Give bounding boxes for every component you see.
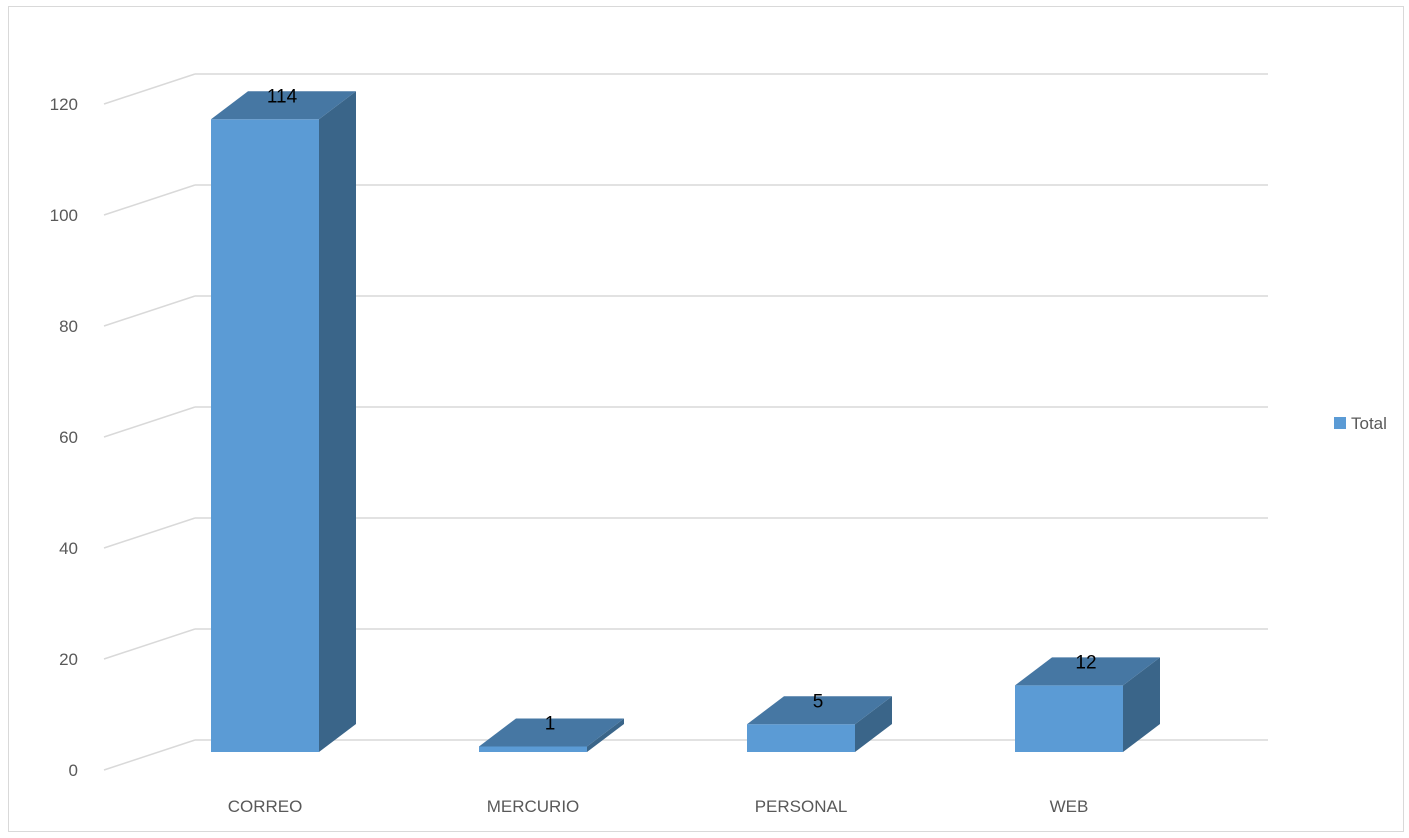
bar-side (1123, 657, 1160, 752)
legend: Total (1334, 414, 1387, 433)
bar-front (747, 724, 855, 752)
x-category-label: CORREO (228, 797, 303, 816)
x-category-label: PERSONAL (755, 797, 848, 816)
bar-mercurio (479, 718, 624, 752)
legend-label: Total (1351, 414, 1387, 433)
bar-side (855, 696, 892, 752)
y-tick-label: 0 (69, 761, 78, 780)
y-tick-label: 120 (50, 95, 78, 114)
gridlines (103, 73, 1268, 771)
gridline-depth (103, 73, 196, 105)
bar-top (211, 91, 356, 120)
bar-top (479, 718, 624, 747)
gridline-depth (103, 517, 196, 549)
x-axis-categories: CORREO MERCURIO PERSONAL WEB (228, 797, 1089, 816)
data-label: 5 (813, 691, 824, 712)
gridline-depth (103, 184, 196, 216)
y-tick-label: 60 (59, 428, 78, 447)
bar-side (587, 718, 624, 752)
y-tick-label: 40 (59, 539, 78, 558)
y-axis-ticks: 0 20 40 60 80 100 120 (50, 95, 78, 780)
bar-personal (747, 696, 892, 752)
bar-correo (211, 91, 356, 753)
x-category-label: WEB (1050, 797, 1089, 816)
data-label: 1 (545, 713, 556, 734)
bar-web (1015, 657, 1160, 752)
gridline-depth (103, 406, 196, 438)
bar-front (1015, 685, 1123, 752)
legend-swatch (1334, 417, 1346, 429)
gridline-depth (103, 628, 196, 660)
bar-front (479, 746, 587, 752)
bar-top (1015, 657, 1160, 686)
data-labels: 114 1 5 12 (267, 86, 1097, 734)
bar-side (319, 91, 356, 753)
y-tick-label: 20 (59, 650, 78, 669)
data-label: 12 (1075, 652, 1096, 673)
bars (211, 91, 1160, 753)
data-label: 114 (267, 86, 298, 107)
gridline-depth (103, 295, 196, 327)
bar-top (747, 696, 892, 725)
y-tick-label: 100 (50, 206, 78, 225)
y-tick-label: 80 (59, 317, 78, 336)
x-category-label: MERCURIO (487, 797, 580, 816)
bar-front (211, 119, 319, 753)
gridline-depth (103, 739, 196, 771)
